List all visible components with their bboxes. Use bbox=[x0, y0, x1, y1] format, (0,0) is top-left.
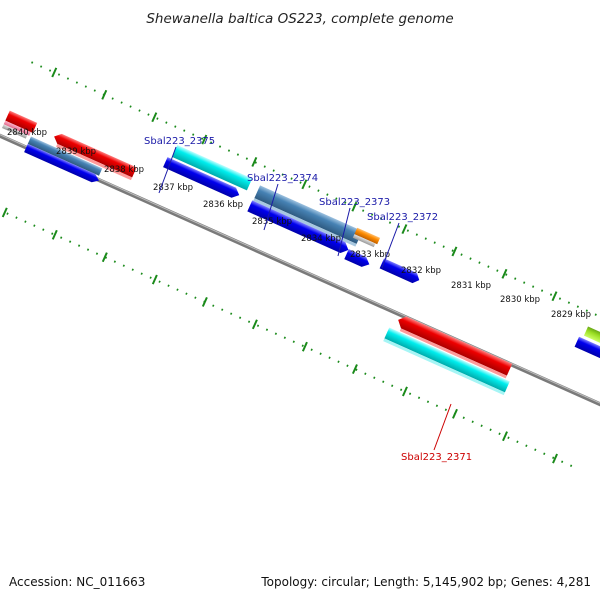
tick-labels: 2840 kbp 2839 kbp 2838 kbp 2837 kbp 2836… bbox=[7, 128, 591, 320]
gene-sbal223-2373 bbox=[344, 227, 381, 267]
inner-tick-marks bbox=[1, 207, 558, 464]
tick-label-2839: 2839 kbp bbox=[56, 147, 96, 157]
tick-label-2835: 2835 kbp bbox=[252, 217, 292, 227]
gene-sbal223-2372 bbox=[379, 258, 420, 284]
tick-label-2829: 2829 kbp bbox=[551, 310, 591, 320]
gene-labels: Sbal223_2375 Sbal223_2374 Sbal223_2373 S… bbox=[144, 136, 472, 463]
gene-left-red bbox=[54, 133, 137, 181]
tick-mark bbox=[101, 252, 108, 263]
tick-label-2838: 2838 kbp bbox=[104, 165, 144, 175]
tick-mark bbox=[251, 319, 258, 330]
tick-mark bbox=[551, 291, 558, 302]
tick-label-2832: 2832 kbp bbox=[401, 266, 441, 276]
tick-mark bbox=[451, 246, 458, 257]
tick-label-2840: 2840 kbp bbox=[7, 128, 47, 138]
tick-mark bbox=[501, 268, 508, 279]
tick-mark bbox=[402, 386, 408, 397]
tick-mark bbox=[552, 453, 558, 464]
gene-label-leaders bbox=[158, 146, 452, 451]
genome-summary-text: Topology: circular; Length: 5,145,902 bp… bbox=[260, 575, 591, 589]
tick-mark bbox=[201, 296, 208, 307]
tick-mark bbox=[251, 156, 258, 167]
tick-mark bbox=[502, 431, 508, 442]
gene-left-steel bbox=[24, 136, 103, 183]
tick-mark bbox=[51, 67, 58, 78]
outer-tick-marks bbox=[51, 67, 558, 302]
map-track bbox=[0, 61, 600, 468]
gene-label-sbal223-2372: Sbal223_2372 bbox=[367, 212, 438, 223]
tick-mark bbox=[351, 201, 358, 212]
tick-mark bbox=[101, 89, 108, 100]
gene-label-sbal223-2371: Sbal223_2371 bbox=[401, 452, 472, 463]
inner-tick-track bbox=[0, 196, 574, 468]
outer-tick-track bbox=[31, 61, 600, 333]
tick-label-2830: 2830 kbp bbox=[500, 295, 540, 305]
tick-mark bbox=[1, 207, 8, 218]
gene-right-lime bbox=[574, 326, 600, 359]
tick-mark bbox=[301, 179, 308, 190]
tick-label-2831: 2831 kbp bbox=[451, 281, 491, 291]
tick-label-2833: 2833 kbp bbox=[350, 250, 390, 260]
gene-sbal223-2375 bbox=[163, 145, 253, 198]
gene-label-sbal223-2373: Sbal223_2373 bbox=[319, 197, 390, 208]
tick-mark bbox=[151, 112, 158, 123]
tick-label-2834: 2834 kbp bbox=[301, 234, 341, 244]
gene-sbal223-2374 bbox=[247, 185, 363, 254]
tick-mark bbox=[401, 224, 408, 235]
map-title: Shewanella baltica OS223, complete genom… bbox=[146, 11, 453, 27]
tick-mark bbox=[151, 274, 158, 285]
gene-left-red-small bbox=[2, 110, 38, 139]
gene-label-sbal223-2375: Sbal223_2375 bbox=[144, 136, 215, 147]
tick-mark bbox=[301, 341, 308, 352]
accession-text: Accession: NC_011663 bbox=[9, 575, 145, 589]
tick-label-2836: 2836 kbp bbox=[203, 200, 243, 210]
tick-mark bbox=[201, 134, 208, 145]
tick-mark bbox=[351, 364, 358, 375]
tick-mark bbox=[51, 229, 58, 240]
tick-mark bbox=[452, 408, 458, 419]
tick-label-2837: 2837 kbp bbox=[153, 183, 193, 193]
gene-sbal223-2371 bbox=[383, 316, 513, 396]
gene-label-sbal223-2374: Sbal223_2374 bbox=[247, 173, 318, 184]
